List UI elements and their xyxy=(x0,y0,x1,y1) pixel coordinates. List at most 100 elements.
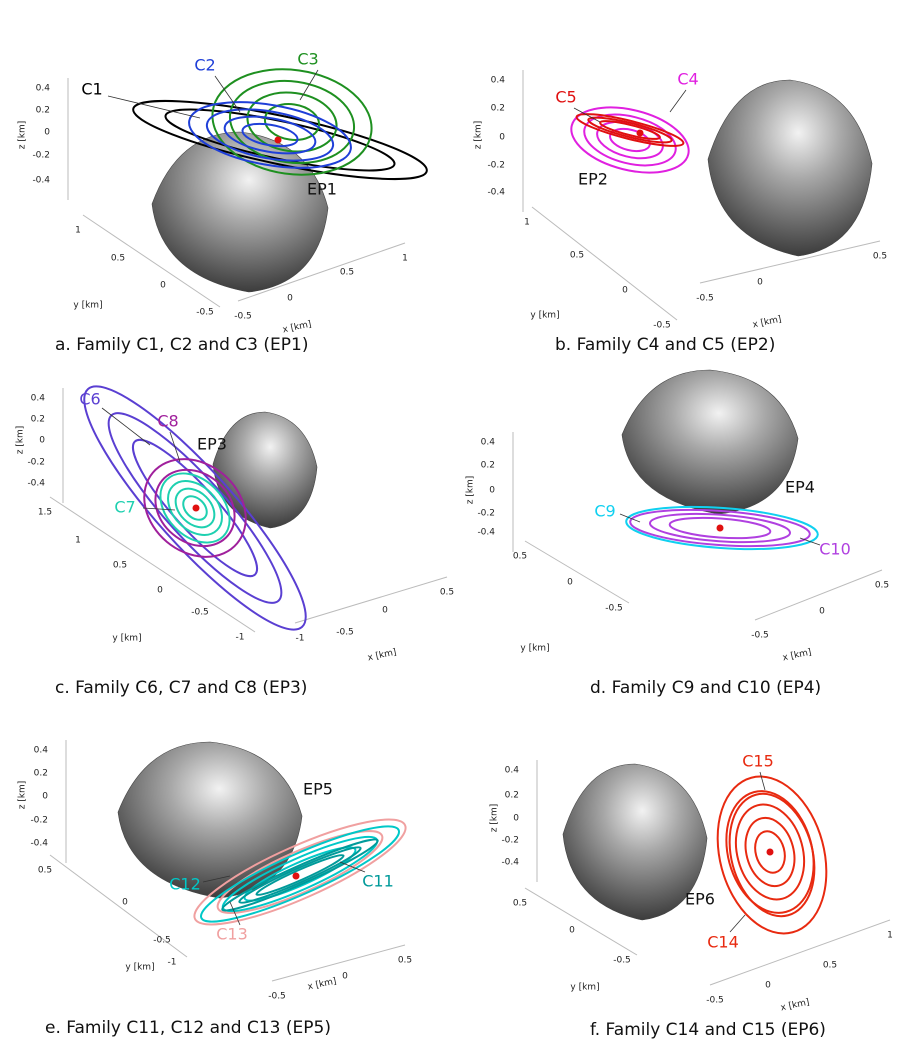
orbit xyxy=(599,120,661,140)
y-axis-label: y [km] xyxy=(520,644,549,654)
orbit xyxy=(575,113,685,147)
orbit xyxy=(587,116,673,144)
panel: 0.4 0.2 0 -0.2 -0.4 1 0.5 0 -0.5 -0.5 0 0.5 1 z [km] y… xyxy=(18,50,428,355)
caption: d. Family C9 and C10 (EP4) xyxy=(590,678,821,698)
panel: 0.4 0.2 0 -0.2 -0.4 1.5 1 0.5 0 -0.5 -1 -1 -0.5 0 0.5 z… xyxy=(16,385,454,698)
z-tick-label: -0.2 xyxy=(477,509,495,519)
orbit xyxy=(143,458,247,558)
family-label: C7 xyxy=(114,498,135,517)
z-tick-label: 0 xyxy=(513,814,519,824)
equilibrium-point xyxy=(292,872,300,880)
family-label: C10 xyxy=(819,540,851,559)
x-tick-label: 0.5 xyxy=(873,252,887,262)
equilibrium-point xyxy=(766,848,774,856)
z-axis-label: z [km] xyxy=(18,781,28,810)
x-axis-label: x [km] xyxy=(752,315,783,331)
y-axis-label: y [km] xyxy=(73,301,102,311)
axis-line xyxy=(237,242,406,302)
z-tick-label: -0.4 xyxy=(487,188,505,198)
z-axis-label: z [km] xyxy=(474,121,484,150)
x-tick-label: -1 xyxy=(296,634,305,644)
family-label: C14 xyxy=(707,933,739,952)
orbit xyxy=(725,790,815,914)
axis-line xyxy=(754,569,883,621)
orbit xyxy=(609,127,651,153)
y-axis-label: y [km] xyxy=(570,983,599,993)
orbit xyxy=(154,468,236,548)
z-tick-label: 0.4 xyxy=(481,438,496,448)
equilibrium-point xyxy=(192,504,200,512)
y-tick-label: -0.5 xyxy=(605,604,623,614)
z-tick-label: -0.4 xyxy=(32,176,50,186)
y-tick-label: -0.5 xyxy=(653,321,671,331)
z-tick-label: 0 xyxy=(39,436,45,446)
equilibrium-point xyxy=(636,129,644,137)
orbit xyxy=(625,505,819,551)
orbit xyxy=(629,508,811,548)
x-axis-label: x [km] xyxy=(367,648,398,664)
asteroid xyxy=(562,763,708,921)
family-label: C15 xyxy=(742,752,774,771)
x-tick-label: 0 xyxy=(342,972,348,982)
z-axis-label: z [km] xyxy=(18,121,28,150)
orbit xyxy=(716,775,828,935)
z-tick-label: 0.4 xyxy=(31,394,46,404)
z-tick-label: 0.2 xyxy=(34,769,48,779)
axis-line xyxy=(49,496,256,633)
asteroid xyxy=(117,741,303,899)
y-tick-label: 0.5 xyxy=(111,254,125,264)
z-tick-label: -0.4 xyxy=(27,479,45,489)
z-axis-label: z [km] xyxy=(466,476,476,505)
y-tick-label: 0 xyxy=(622,286,628,296)
leader-line xyxy=(573,107,601,123)
caption: c. Family C6, C7 and C8 (EP3) xyxy=(55,678,307,698)
orbit xyxy=(648,512,792,544)
leader-line xyxy=(669,89,687,113)
y-tick-label: -0.5 xyxy=(196,308,214,318)
axis-line xyxy=(294,576,448,624)
x-tick-label: -0.5 xyxy=(336,628,354,638)
asteroid xyxy=(707,79,873,257)
z-tick-label: -0.2 xyxy=(30,816,48,826)
orbit xyxy=(754,830,786,874)
y-tick-label: 0.5 xyxy=(113,561,127,571)
orbit xyxy=(174,487,216,529)
family-label: C1 xyxy=(81,80,102,99)
y-tick-label: -0.5 xyxy=(191,608,209,618)
family-label: C4 xyxy=(677,70,698,89)
y-tick-label: -0.5 xyxy=(153,936,171,946)
family-label: C13 xyxy=(216,925,248,944)
family-label: EP6 xyxy=(685,890,715,909)
leader-line xyxy=(759,771,766,791)
y-tick-label: 1 xyxy=(75,226,81,236)
family-label: C11 xyxy=(362,872,394,891)
orbit xyxy=(167,480,223,536)
z-tick-label: 0.2 xyxy=(505,791,519,801)
orbit xyxy=(583,113,677,167)
orbit xyxy=(243,846,357,902)
family-label: EP2 xyxy=(578,170,608,189)
y-tick-label: 0.5 xyxy=(570,251,584,261)
x-axis-label: x [km] xyxy=(307,977,338,993)
leader-line xyxy=(169,431,181,463)
y-tick-label: 0.5 xyxy=(38,866,52,876)
leader-line xyxy=(299,69,319,101)
orbit xyxy=(193,818,407,926)
equilibrium-point xyxy=(716,524,724,532)
orbit xyxy=(734,803,806,901)
x-tick-label: 0.5 xyxy=(823,961,837,971)
y-tick-label: 0 xyxy=(567,578,573,588)
orbit xyxy=(205,108,335,162)
orbit xyxy=(228,79,356,165)
x-axis-label: x [km] xyxy=(782,648,813,664)
z-tick-label: 0 xyxy=(42,792,48,802)
y-tick-label: 0.5 xyxy=(513,552,527,562)
asteroid xyxy=(621,369,799,515)
y-axis-label: y [km] xyxy=(530,311,559,321)
orbit xyxy=(255,854,345,896)
asteroid xyxy=(212,411,318,529)
x-tick-label: 0.5 xyxy=(340,268,354,278)
z-tick-label: -0.2 xyxy=(32,151,50,161)
z-axis-label: z [km] xyxy=(16,426,26,455)
y-tick-label: 0.5 xyxy=(513,899,527,909)
